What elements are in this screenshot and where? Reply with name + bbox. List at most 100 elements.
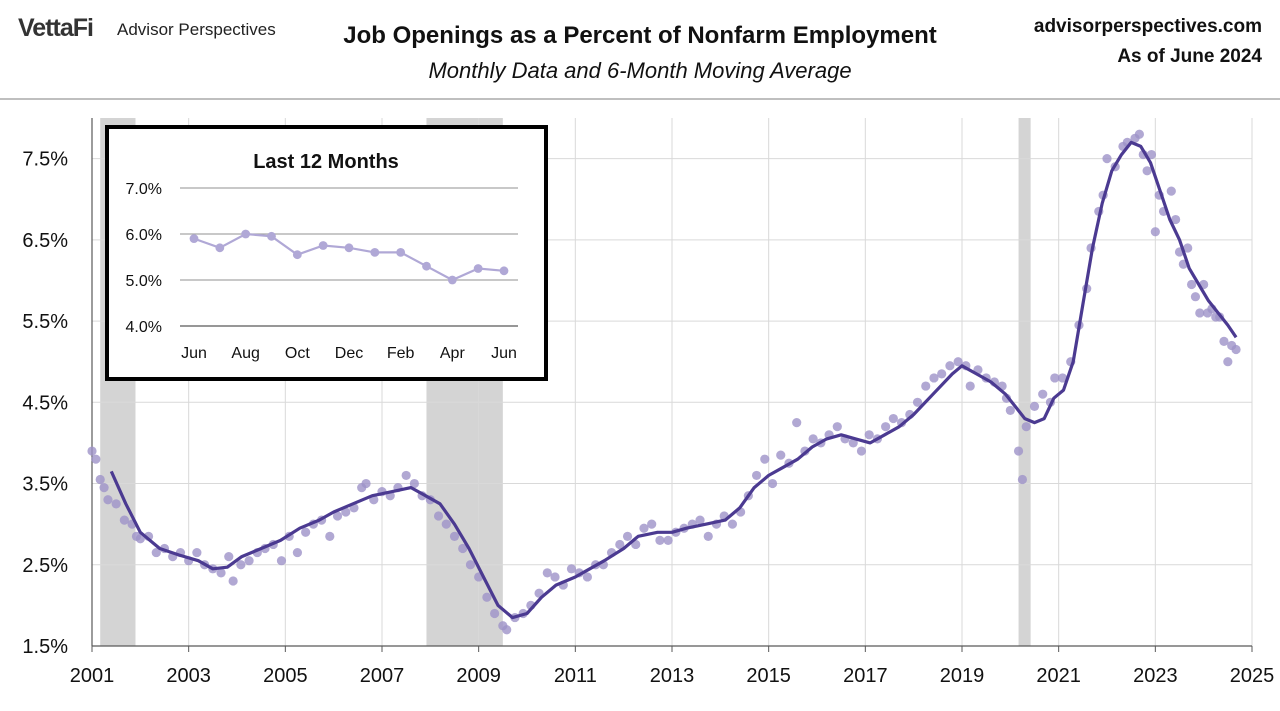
inset-x-tick-label: Apr xyxy=(440,345,466,362)
vettafi-logo: VettaFi xyxy=(18,14,94,42)
x-tick-label: 2005 xyxy=(263,665,308,687)
monthly-data-point xyxy=(767,478,778,489)
monthly-data-point xyxy=(361,478,371,489)
inset-data-point xyxy=(318,241,328,250)
monthly-data-point xyxy=(695,515,705,525)
monthly-data-point xyxy=(1021,422,1031,432)
site-url: advisorperspectives.com xyxy=(1033,16,1262,37)
monthly-data-point xyxy=(848,438,858,448)
x-tick-label: 2011 xyxy=(554,665,597,687)
x-tick-label: 2017 xyxy=(843,665,888,687)
monthly-data-point xyxy=(1142,166,1152,176)
inset-data-point xyxy=(215,243,225,253)
x-tick-label: 2001 xyxy=(70,665,115,687)
monthly-data-point xyxy=(727,519,738,529)
recession-band xyxy=(1018,118,1031,646)
y-tick-label: 3.5% xyxy=(22,474,68,496)
monthly-data-point xyxy=(1005,405,1015,416)
inset-data-point xyxy=(370,248,380,257)
monthly-data-point xyxy=(95,474,105,485)
inset-box xyxy=(105,125,548,381)
inset-data-point xyxy=(499,266,509,276)
inset-data-point xyxy=(292,250,302,260)
inset-y-tick-label: 7.0% xyxy=(126,181,162,198)
monthly-data-point xyxy=(888,413,898,424)
x-tick-label: 2015 xyxy=(746,665,791,687)
as-of-date: As of June 2024 xyxy=(1117,46,1262,67)
inset-data-point xyxy=(473,264,483,273)
monthly-data-point xyxy=(647,519,657,529)
monthly-data-point xyxy=(441,519,451,529)
monthly-data-point xyxy=(482,592,492,602)
monthly-data-point xyxy=(301,527,311,537)
monthly-data-point xyxy=(228,576,238,586)
monthly-data-point xyxy=(341,507,351,517)
monthly-data-point xyxy=(1186,279,1197,290)
inset-y-tick-label: 6.0% xyxy=(126,227,162,244)
monthly-data-point xyxy=(1057,373,1068,383)
monthly-data-point xyxy=(1190,292,1201,302)
monthly-data-point xyxy=(776,450,786,460)
monthly-data-point xyxy=(119,515,129,525)
x-tick-label: 2021 xyxy=(1036,665,1081,687)
inset-x-tick-label: Feb xyxy=(387,345,415,362)
monthly-data-point xyxy=(151,547,161,558)
monthly-data-point xyxy=(1038,389,1048,399)
monthly-data-point xyxy=(1029,401,1040,411)
monthly-data-point xyxy=(856,446,867,456)
monthly-data-point xyxy=(91,454,101,464)
inset-data-point xyxy=(241,229,251,239)
monthly-data-point xyxy=(1017,474,1028,485)
monthly-data-point xyxy=(103,495,113,505)
y-tick-label: 7.5% xyxy=(22,149,68,171)
monthly-data-point xyxy=(1183,243,1193,253)
y-tick-label: 1.5% xyxy=(22,636,68,658)
x-tick-label: 2019 xyxy=(940,665,985,687)
header-divider xyxy=(0,98,1280,100)
monthly-data-point xyxy=(965,381,975,391)
monthly-data-point xyxy=(953,357,963,367)
monthly-data-point xyxy=(1166,186,1176,196)
moving-average-line xyxy=(109,140,1238,620)
monthly-data-point xyxy=(1223,357,1233,367)
monthly-data-point xyxy=(1013,446,1024,456)
y-tick-label: 4.5% xyxy=(22,392,68,414)
monthly-data-point xyxy=(224,552,234,562)
inset-x-tick-label: Jun xyxy=(491,345,517,362)
inset-data-point xyxy=(396,248,406,257)
monthly-data-point xyxy=(655,535,665,546)
monthly-data-point xyxy=(864,430,874,440)
inset-data-point xyxy=(189,234,199,244)
monthly-data-point xyxy=(542,568,552,578)
monthly-data-point xyxy=(615,539,625,550)
x-tick-label: 2003 xyxy=(166,665,211,687)
x-tick-label: 2009 xyxy=(456,665,501,687)
inset-y-tick-label: 4.0% xyxy=(126,319,162,336)
monthly-data-point xyxy=(703,531,713,541)
monthly-data-point xyxy=(111,499,121,509)
monthly-data-point xyxy=(490,608,500,619)
monthly-data-point xyxy=(409,478,419,489)
x-tick-label: 2007 xyxy=(360,665,405,687)
monthly-data-point xyxy=(276,556,287,566)
monthly-data-point xyxy=(566,564,577,574)
advisor-perspectives-label: Advisor Perspectives xyxy=(117,20,276,39)
monthly-data-point xyxy=(502,625,512,635)
inset-title: Last 12 Months xyxy=(253,151,399,173)
monthly-data-point xyxy=(622,531,633,541)
monthly-data-point xyxy=(99,483,109,493)
monthly-data-point xyxy=(1146,149,1157,160)
monthly-data-point xyxy=(929,373,939,383)
monthly-data-point xyxy=(135,534,145,544)
monthly-data-point xyxy=(760,454,770,464)
monthly-data-point xyxy=(663,535,673,546)
inset-x-tick-label: Jun xyxy=(181,345,207,362)
monthly-data-point xyxy=(1171,214,1181,225)
x-tick-label: 2023 xyxy=(1133,665,1178,687)
monthly-data-point xyxy=(458,543,468,554)
monthly-data-point xyxy=(1219,336,1229,346)
monthly-data-point xyxy=(1195,308,1205,318)
monthly-data-point xyxy=(216,568,226,578)
chart-title: Job Openings as a Percent of Nonfarm Emp… xyxy=(343,22,937,49)
